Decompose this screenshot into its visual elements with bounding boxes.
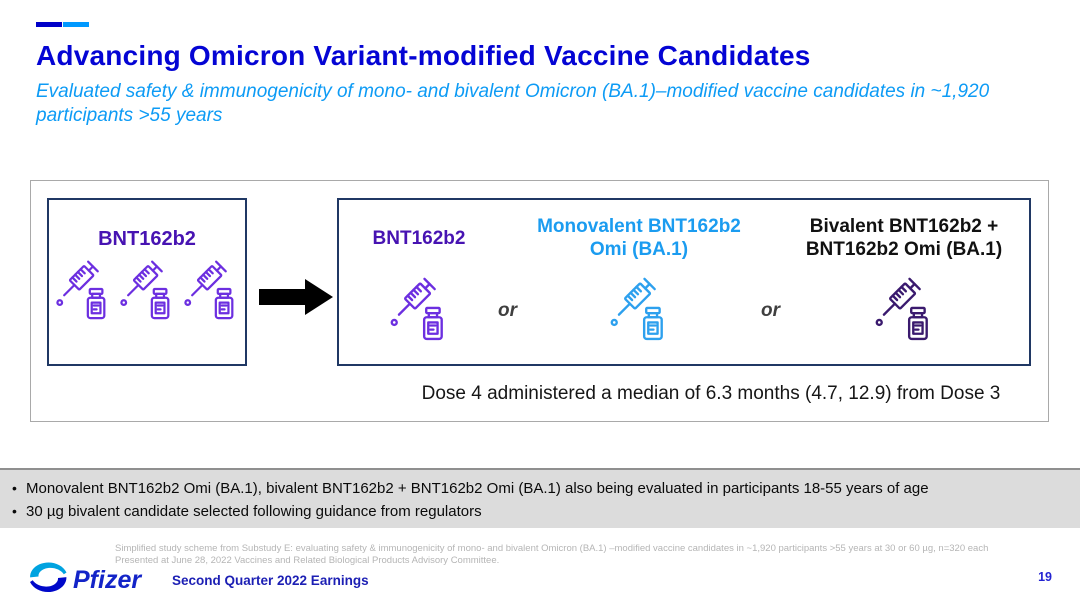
syringe-vial-icon: [116, 259, 178, 321]
or-separator: or: [498, 300, 517, 321]
footnote-line: Simplified study scheme from Substudy E:…: [115, 543, 989, 554]
pfizer-logo: Pfizer: [30, 562, 142, 594]
dose4-option-bivalent: Bivalent BNT162b2 + BNT162b2 Omi (BA.1): [793, 200, 1015, 364]
key-points-bar: Monovalent BNT162b2 Omi (BA.1), bivalent…: [0, 468, 1080, 528]
syringe-vial-icon: [386, 276, 452, 342]
syringe-vial-icon: [180, 259, 242, 321]
syringe-vial-icon: [606, 276, 672, 342]
study-scheme-diagram: BNT162b2 BNT162b2 or Monovalent BNT162b2…: [30, 180, 1049, 422]
deck-title: Second Quarter 2022 Earnings: [172, 573, 369, 588]
right-arrow-icon: [259, 279, 333, 315]
footnote-line: Presented at June 28, 2022 Vaccines and …: [115, 555, 500, 567]
pfizer-wordmark: Pfizer: [73, 566, 142, 594]
primary-series-label: BNT162b2: [98, 228, 196, 250]
or-separator: or: [761, 300, 780, 321]
dose4-option-bnt162b2: BNT162b2: [353, 200, 485, 364]
key-points-list: Monovalent BNT162b2 Omi (BA.1), bivalent…: [12, 478, 1066, 523]
accent-dash-light: [63, 22, 89, 27]
syringe-vial-icon: [871, 276, 937, 342]
syringe-vial-icon: [52, 259, 114, 321]
page-number: 19: [1038, 570, 1052, 584]
accent-dash-dark: [36, 22, 62, 27]
option-label: Bivalent BNT162b2 + BNT162b2 Omi (BA.1): [805, 216, 1003, 260]
dose-interval-note: Dose 4 administered a median of 6.3 mont…: [421, 383, 1001, 404]
page-title: Advancing Omicron Variant-modified Vacci…: [36, 40, 811, 71]
option-label: BNT162b2: [372, 227, 466, 249]
dose4-options-box: BNT162b2 or Monovalent BNT162b2 Omi (BA.…: [337, 198, 1031, 366]
dose4-option-monovalent: Monovalent BNT162b2 Omi (BA.1): [530, 200, 748, 364]
key-point: 30 µg bivalent candidate selected follow…: [12, 501, 1066, 524]
page-subtitle: Evaluated safety & immunogenicity of mon…: [36, 81, 990, 126]
footnote: Simplified study scheme from Substudy E:…: [115, 543, 1065, 568]
key-point: Monovalent BNT162b2 Omi (BA.1), bivalent…: [12, 478, 1066, 501]
accent-dashes: [36, 22, 89, 27]
primary-series-icons: [49, 259, 245, 321]
primary-series-box: BNT162b2: [47, 198, 247, 366]
option-label: Monovalent BNT162b2 Omi (BA.1): [537, 216, 741, 260]
